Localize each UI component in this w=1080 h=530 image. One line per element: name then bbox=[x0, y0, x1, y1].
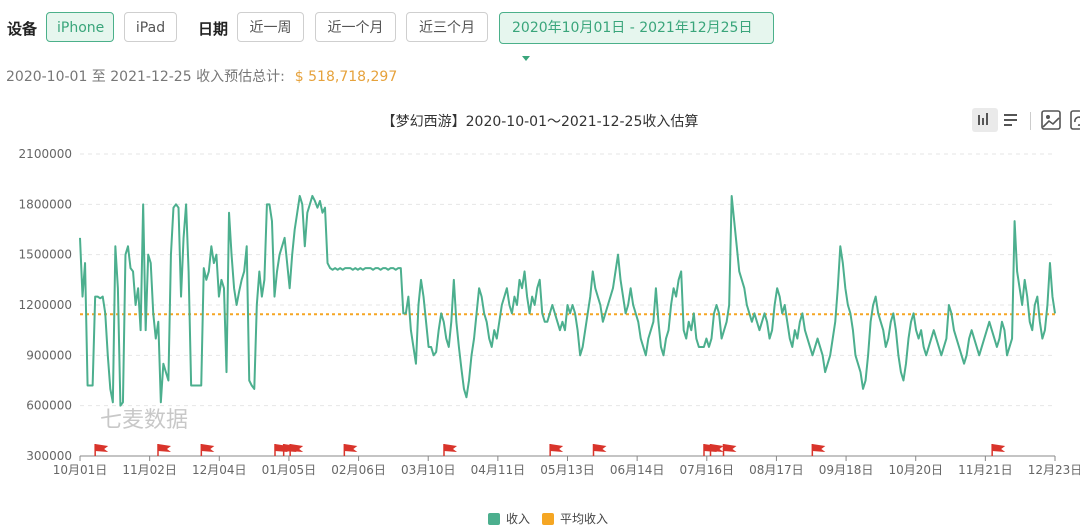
event-flag-icon bbox=[200, 444, 215, 456]
toolbox-separator bbox=[1030, 112, 1031, 130]
event-flag-icon bbox=[94, 444, 109, 456]
event-flag-icon bbox=[811, 444, 826, 456]
chart-legend: 收入 平均收入 bbox=[0, 510, 1080, 528]
y-tick-label: 1200000 bbox=[19, 298, 72, 312]
caret-down-icon bbox=[522, 55, 530, 61]
y-tick-label: 900000 bbox=[26, 348, 72, 362]
save-image-icon[interactable] bbox=[1038, 108, 1064, 132]
income-series-line bbox=[79, 194, 1056, 407]
revenue-summary: 2020-10-01 至 2021-12-25 收入预估总计: $ 518,718… bbox=[6, 66, 397, 86]
event-flag-icon bbox=[592, 444, 607, 456]
date-range-text: 2020年10月01日 - 2021年12月25日 bbox=[512, 20, 753, 36]
x-tick-label: 04月11日 bbox=[471, 463, 526, 477]
x-tick-label: 05月13日 bbox=[540, 463, 595, 477]
y-tick-label: 1500000 bbox=[19, 248, 72, 262]
chart-title: 【梦幻西游】2020-10-01～2021-12-25收入估算 bbox=[381, 114, 699, 130]
legend-label-average: 平均收入 bbox=[560, 512, 609, 526]
x-tick-label: 06月14日 bbox=[610, 463, 665, 477]
event-flags bbox=[94, 444, 1006, 456]
x-tick-label: 07月16日 bbox=[680, 463, 735, 477]
data-view-icon[interactable] bbox=[998, 108, 1024, 132]
device-button-ipad[interactable]: iPad bbox=[124, 12, 177, 42]
event-flag-icon bbox=[722, 444, 737, 456]
x-tick-label: 03月10日 bbox=[401, 463, 456, 477]
event-flag-icon bbox=[289, 444, 304, 456]
x-tick-label: 09月18日 bbox=[819, 463, 874, 477]
restore-icon[interactable] bbox=[1066, 108, 1080, 132]
event-flag-icon bbox=[343, 444, 358, 456]
watermark-text: 七麦数据 bbox=[100, 408, 188, 433]
preset-month-button[interactable]: 近一个月 bbox=[315, 12, 396, 42]
x-tick-label: 01月05日 bbox=[262, 463, 317, 477]
date-range-picker[interactable]: 2020年10月01日 - 2021年12月25日 bbox=[499, 12, 774, 61]
legend-item-income[interactable]: 收入 bbox=[488, 510, 530, 527]
x-tick-label: 12月04日 bbox=[192, 463, 247, 477]
date-label: 日期 bbox=[198, 20, 229, 38]
legend-label-income: 收入 bbox=[506, 512, 531, 526]
legend-swatch-average bbox=[542, 513, 554, 525]
legend-swatch-income bbox=[488, 513, 500, 525]
revenue-chart: 300000 600000 900000 1200000 1500000 1800000 2… bbox=[19, 147, 1080, 477]
y-tick-label: 600000 bbox=[26, 399, 72, 413]
summary-amount: $ 518,718,297 bbox=[294, 69, 398, 85]
y-tick-label: 2100000 bbox=[19, 147, 72, 161]
y-tick-label: 300000 bbox=[26, 449, 72, 463]
legend-item-average[interactable]: 平均收入 bbox=[542, 510, 608, 527]
filter-toolbar: 设备 iPhone iPad 日期 近一周 近一个月 近三个月 2020年10月… bbox=[0, 12, 1080, 61]
x-tick-label: 10月01日 bbox=[53, 463, 108, 477]
x-tick-label: 08月17日 bbox=[749, 463, 804, 477]
bar-chart-icon[interactable] bbox=[972, 108, 998, 132]
preset-week-button[interactable]: 近一周 bbox=[237, 12, 304, 42]
device-button-iphone[interactable]: iPhone bbox=[46, 12, 114, 42]
device-label: 设备 bbox=[7, 20, 38, 38]
y-tick-label: 1800000 bbox=[19, 197, 72, 211]
x-tick-label: 02月06日 bbox=[331, 463, 386, 477]
event-flag-icon bbox=[157, 444, 171, 456]
event-flag-icon bbox=[709, 444, 724, 456]
event-flag-icon bbox=[443, 444, 457, 456]
y-axis: 300000 600000 900000 1200000 1500000 1800000 2… bbox=[19, 147, 72, 463]
x-axis: 10月01日 11月02日 12月04日 01月05日 02月06日 03月10日 04月1… bbox=[53, 455, 1080, 477]
x-tick-label: 10月20日 bbox=[888, 463, 943, 477]
preset-three-months-button[interactable]: 近三个月 bbox=[406, 12, 488, 42]
summary-text: 2020-10-01 至 2021-12-25 收入预估总计: bbox=[6, 69, 285, 85]
event-flag-icon bbox=[991, 444, 1006, 456]
x-tick-label: 12月23日 bbox=[1028, 463, 1080, 477]
x-tick-label: 11月02日 bbox=[122, 463, 177, 477]
event-flag-icon bbox=[549, 444, 564, 456]
x-tick-label: 11月21日 bbox=[958, 463, 1013, 477]
